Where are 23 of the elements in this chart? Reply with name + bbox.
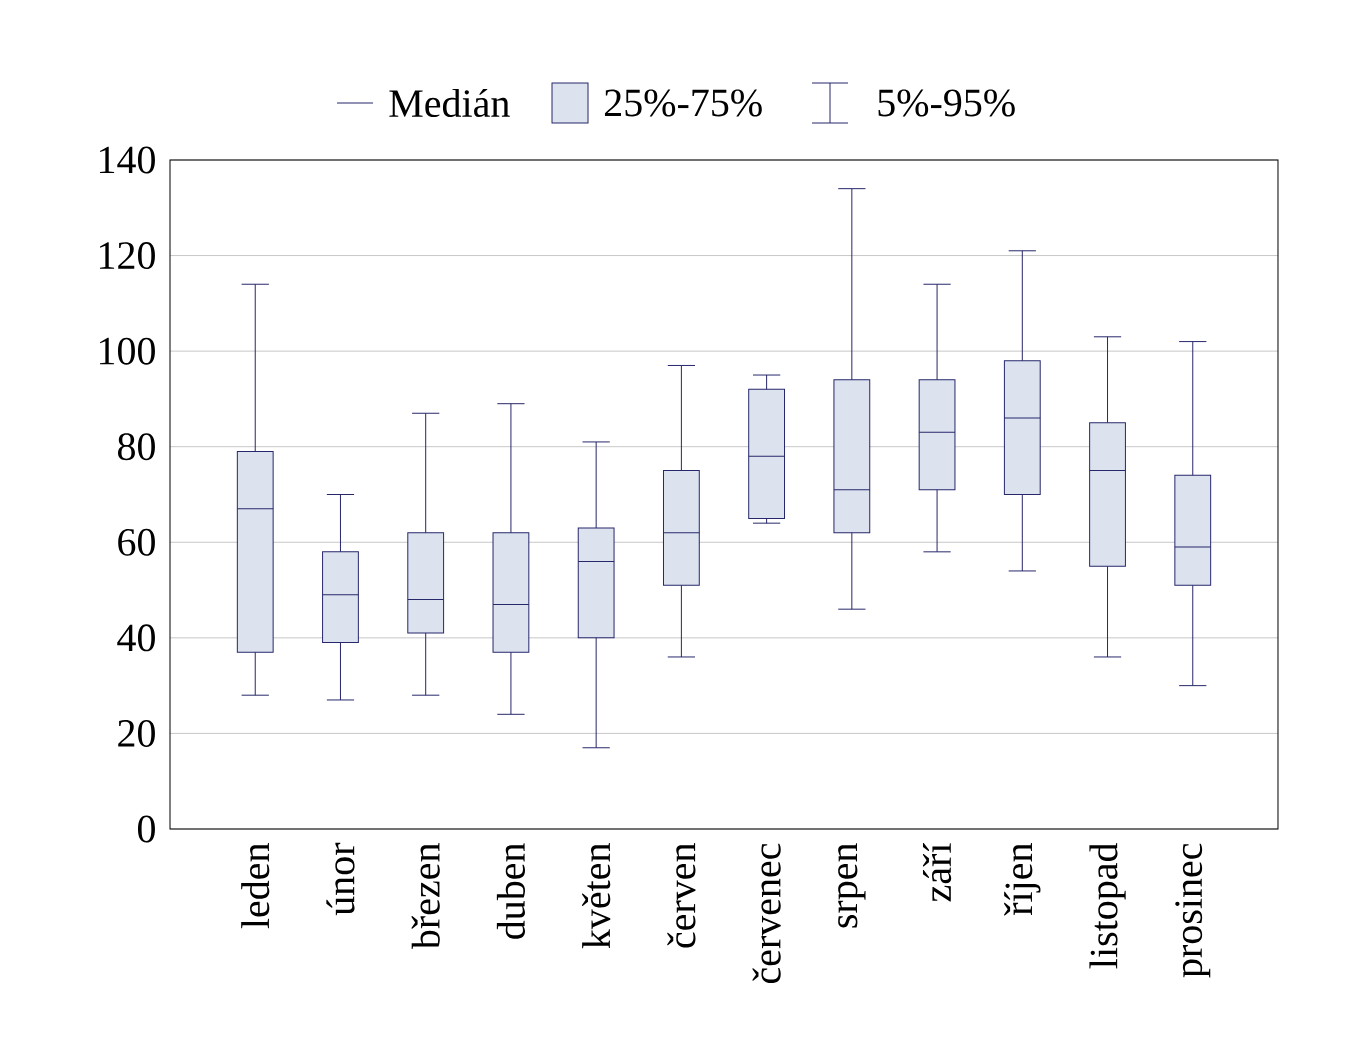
y-tick-label: 100 [99, 337, 155, 365]
x-tick-label: říjen [1004, 843, 1041, 916]
y-tick-label: 120 [99, 242, 155, 270]
x-tick-label: prosinec [1175, 843, 1211, 978]
x-tick-label: únor [326, 842, 355, 916]
x-tick-label: duben [496, 843, 525, 939]
y-tick-label: 20 [118, 719, 155, 747]
text: Medián [389, 88, 510, 118]
text: 5%-95% [878, 89, 1015, 117]
x-tick-label: srpen [838, 843, 866, 928]
x-tick-label: červen [667, 843, 696, 948]
x-tick-label: březen [411, 843, 440, 950]
y-tick-label: 0 [138, 815, 155, 843]
y-tick-label: 140 [99, 146, 155, 174]
y-tick-label: 40 [117, 624, 155, 652]
x-tick-label: květen [582, 843, 611, 949]
x-tick-label: listopad [1089, 842, 1126, 969]
y-tick-label: 80 [118, 433, 155, 461]
x-tick-label: září [922, 842, 952, 902]
x-tick-label: leden [241, 843, 270, 929]
x-tick-label: červenec [752, 843, 781, 984]
y-tick-label: 60 [118, 528, 155, 556]
text: 25%-75% [604, 89, 762, 117]
